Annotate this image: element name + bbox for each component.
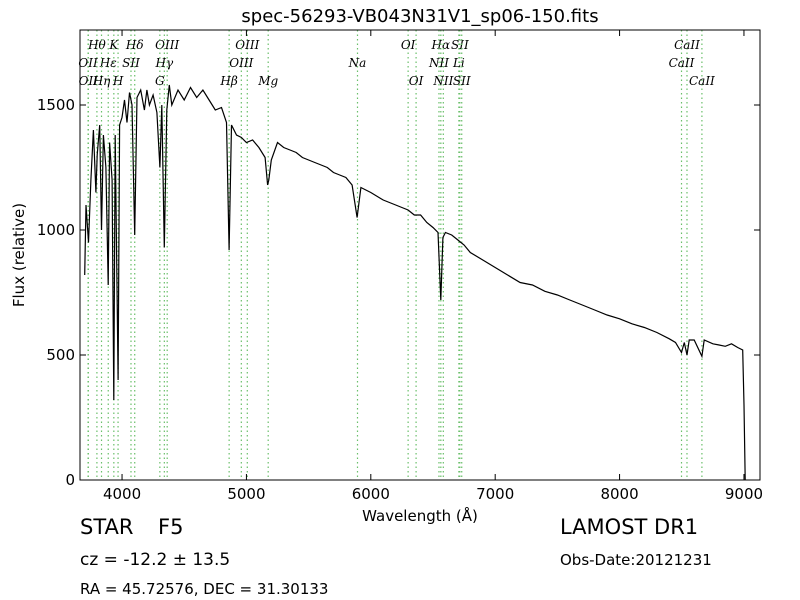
spectral-line-label: Hε [99, 56, 117, 70]
spectral-line-label: OII [79, 74, 99, 88]
spectral-line-label: CaII [689, 74, 715, 88]
x-tick-label: 5000 [227, 485, 265, 503]
spectral-line-label: Hη [92, 74, 111, 88]
y-tick-label: 1500 [37, 96, 75, 114]
spectral-line-label: Mg [257, 74, 278, 88]
spectral-line-label: Li [452, 56, 465, 70]
obs-date: Obs-Date:20121231 [560, 551, 712, 569]
spectral-line-label: Hδ [125, 38, 144, 52]
spectral-line-label: Hθ [87, 38, 106, 52]
spectrum-line [84, 84, 746, 481]
survey: LAMOST DR1 [560, 515, 698, 539]
y-axis-label: Flux (relative) [10, 203, 28, 307]
y-tick-label: 500 [46, 346, 75, 364]
star-class: STAR [80, 515, 133, 539]
spectral-line-label: OIII [235, 38, 259, 52]
spectral-line-label: Hα [431, 38, 451, 52]
spectral-line-label: K [108, 38, 119, 52]
x-tick-label: 6000 [352, 485, 390, 503]
y-tick-label: 0 [65, 471, 75, 489]
spectral-line-label: CaII [674, 38, 700, 52]
spectral-line-label: H [112, 74, 124, 88]
spectral-line-label: G [155, 74, 165, 88]
x-tick-label: 4000 [103, 485, 141, 503]
x-axis-label: Wavelength (Å) [362, 506, 478, 525]
star-subclass: F5 [158, 515, 183, 539]
spectral-line-label: SII [122, 56, 140, 70]
spectral-line-label: NII [428, 56, 449, 70]
redshift: cz = -12.2 ± 13.5 [80, 550, 230, 570]
x-tick-label: 7000 [476, 485, 514, 503]
spectral-line-label: NII [432, 74, 453, 88]
spectral-line-label: OI [401, 38, 416, 52]
spectral-line-label: Na [348, 56, 367, 70]
x-tick-label: 9000 [725, 485, 763, 503]
chart-title: spec-56293-VB043N31V1_sp06-150.fits [241, 6, 598, 27]
spectral-line-label: CaII [669, 56, 695, 70]
spectral-line-label: SII [451, 38, 469, 52]
spectral-line-label: Hβ [219, 74, 237, 88]
y-tick-label: 1000 [37, 221, 75, 239]
spectral-line-label: OI [409, 74, 424, 88]
spectral-line-label: SII [453, 74, 471, 88]
spectral-line-label: OIII [229, 56, 253, 70]
spectral-line-label: Hγ [155, 56, 174, 70]
x-tick-label: 8000 [600, 485, 638, 503]
spectral-line-label: OIII [155, 38, 179, 52]
coordinates: RA = 45.72576, DEC = 31.30133 [80, 580, 328, 598]
plot-frame [79, 29, 761, 481]
